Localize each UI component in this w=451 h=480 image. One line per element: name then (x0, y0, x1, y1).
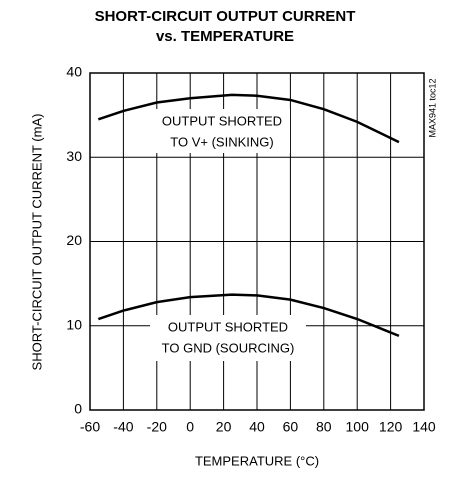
x-tick-label: 40 (249, 419, 265, 435)
x-tick-label: -60 (80, 419, 100, 435)
x-tick-label: 60 (283, 419, 299, 435)
x-tick-label: -40 (113, 419, 133, 435)
chart-subtitle: vs. TEMPERATURE (156, 28, 294, 45)
y-axis-label: SHORT-CIRCUIT OUTPUT CURRENT (mA) (29, 114, 44, 371)
annotation-box (150, 315, 306, 361)
chart-title: SHORT-CIRCUIT OUTPUT CURRENT (95, 8, 356, 25)
x-tick-label: 120 (379, 419, 403, 435)
y-tick-label: 30 (66, 148, 82, 164)
x-tick-label: -20 (147, 419, 167, 435)
y-tick-label: 10 (66, 316, 82, 332)
y-tick-label: 40 (66, 64, 82, 80)
x-tick-label: 100 (346, 419, 370, 435)
x-tick-label: 80 (316, 419, 332, 435)
x-tick-label: 0 (186, 419, 194, 435)
line-series (97, 93, 400, 144)
line-series (97, 293, 400, 338)
y-tick-label: 20 (66, 232, 82, 248)
annotation: OUTPUT SHORTED (168, 319, 288, 334)
y-tick-label: 0 (74, 401, 82, 417)
plot-frame (89, 72, 425, 411)
annotation: TO GND (SOURCING) (162, 340, 295, 355)
x-tick-label: 140 (412, 419, 436, 435)
x-tick-label: 20 (216, 419, 232, 435)
annotation-box (154, 109, 290, 153)
watermark: MAX941 toc12 (427, 78, 437, 137)
x-axis-label: TEMPERATURE (°C) (195, 453, 319, 468)
annotation: TO V+ (SINKING) (170, 134, 273, 149)
annotation: OUTPUT SHORTED (162, 113, 282, 128)
